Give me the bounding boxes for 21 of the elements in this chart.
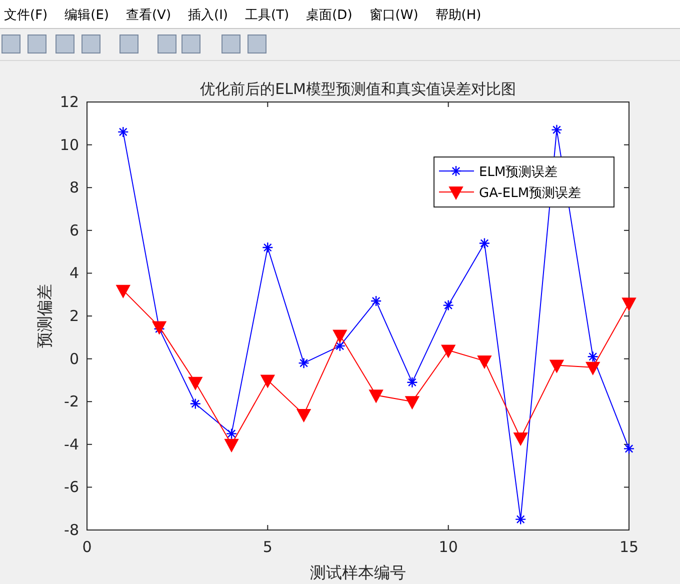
menu: 文件(F) 编辑(E) 查看(V) 插入(I) 工具(T) 桌面(D) 窗口(W) 帮助(H) bbox=[0, 0, 680, 29]
x-tick-label: 10 bbox=[438, 538, 458, 556]
y-tick-label: 8 bbox=[69, 178, 79, 197]
x-tick-label: 5 bbox=[262, 538, 272, 556]
y-tick-label: 4 bbox=[69, 264, 79, 282]
chart-title: 优化前后的ELM模型预测值和真实值误差对比图 bbox=[200, 80, 516, 98]
y-tick-label: -2 bbox=[64, 392, 79, 411]
y-tick-label: -6 bbox=[64, 478, 79, 496]
y-tick-label: -8 bbox=[64, 521, 79, 539]
x-tick-label: 15 bbox=[619, 538, 639, 556]
x-tick-label: 0 bbox=[82, 538, 92, 556]
y-tick-label: 0 bbox=[69, 350, 79, 368]
y-tick-label: 12 bbox=[60, 93, 79, 111]
y-tick-label: 10 bbox=[60, 136, 79, 154]
y-tick-label: -4 bbox=[64, 435, 79, 454]
y-tick-label: 2 bbox=[69, 307, 79, 325]
x-axis-title: 测试样本编号 bbox=[310, 563, 406, 582]
legend-label: ELM预测误差 bbox=[479, 165, 558, 180]
y-axis-title: 预测偏差 bbox=[35, 284, 54, 348]
y-tick-label: 6 bbox=[69, 221, 79, 240]
legend-label: GA-ELM预测误差 bbox=[479, 186, 582, 201]
